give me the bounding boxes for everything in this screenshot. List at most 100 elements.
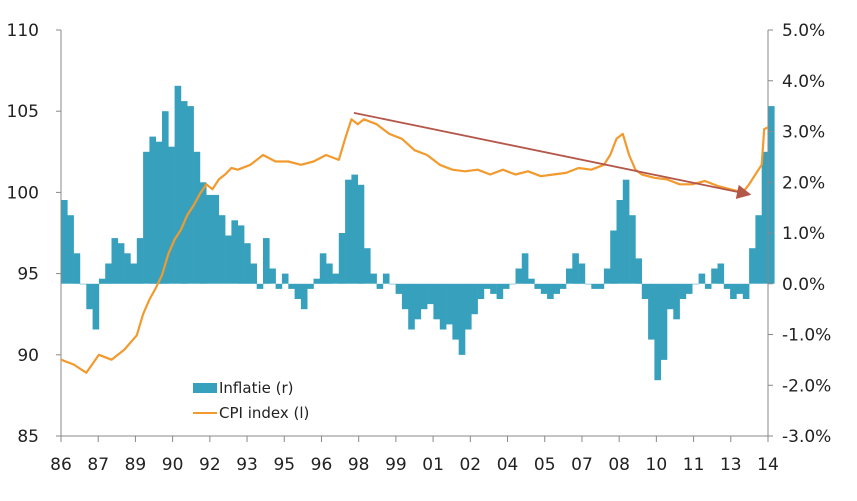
left-tick-label: 105	[7, 102, 39, 122]
inflation-bar	[622, 179, 630, 284]
x-tick-label: 86	[50, 455, 72, 475]
inflation-bar	[471, 283, 478, 315]
inflation-bar	[174, 85, 182, 284]
inflation-bar	[692, 283, 699, 285]
x-tick-label: 92	[199, 455, 221, 475]
inflation-bar	[414, 283, 422, 320]
inflation-bar	[439, 283, 447, 330]
inflation-bar	[149, 136, 156, 284]
right-tick-label: 3.0%	[782, 123, 825, 143]
inflation-bar	[98, 278, 106, 284]
inflation-bar	[679, 283, 687, 299]
x-tick-label: 05	[534, 455, 556, 475]
inflation-bar	[206, 194, 213, 284]
inflation-bar	[477, 283, 485, 299]
legend: Inflatie (r) CPI index (l)	[193, 379, 309, 422]
inflation-bar	[610, 230, 617, 284]
inflation-bar	[382, 273, 390, 284]
inflation-bar	[667, 283, 674, 310]
inflation-bar	[168, 146, 175, 284]
inflation-bar	[584, 283, 592, 285]
right-tick-label: 2.0%	[782, 173, 825, 193]
inflation-bar	[761, 151, 769, 284]
inflation-bar	[603, 268, 611, 284]
inflation-bar	[572, 253, 579, 284]
right-tick-label: 0.0%	[782, 275, 825, 295]
inflation-bar	[742, 283, 750, 299]
inflation-bar	[199, 182, 207, 284]
inflation-bar	[635, 258, 642, 284]
inflation-bar	[427, 283, 434, 305]
x-tick-label: 99	[385, 455, 407, 475]
inflation-bar	[136, 238, 144, 284]
inflation-bar	[465, 283, 472, 330]
axes: 859095100105110-3.0%-2.0%-1.0%0.0%1.0%2.…	[7, 21, 832, 475]
inflation-bar	[212, 194, 220, 284]
inflation-bar	[332, 273, 339, 284]
inflation-bar	[629, 215, 636, 284]
inflation-bar	[711, 268, 718, 284]
inflation-bar	[307, 283, 314, 289]
x-tick-label: 07	[571, 455, 593, 475]
inflation-bar	[92, 283, 100, 330]
x-tick-label: 14	[757, 455, 779, 475]
inflation-bar	[180, 101, 188, 284]
right-tick-label: -2.0%	[782, 376, 831, 396]
inflation-bar	[73, 253, 81, 284]
inflation-bar	[357, 184, 365, 284]
inflation-bar	[231, 220, 238, 284]
inflation-bar	[566, 268, 573, 284]
x-tick-label: 95	[273, 455, 295, 475]
inflation-bar	[364, 248, 371, 284]
inflation-bar	[433, 283, 440, 320]
inflation-bar	[244, 243, 251, 284]
inflation-bars	[61, 85, 775, 381]
inflation-bar	[237, 225, 245, 284]
inflation-bar	[578, 263, 586, 284]
inflation-bar	[660, 283, 668, 360]
inflation-bar	[698, 273, 706, 284]
inflation-bar	[155, 141, 163, 284]
inflation-bar	[300, 283, 308, 310]
inflation-bar	[490, 283, 497, 294]
inflation-bar	[730, 283, 737, 299]
inflation-bar	[528, 278, 535, 284]
x-tick-label: 11	[683, 455, 705, 475]
inflation-bar	[256, 283, 264, 289]
lines	[60, 111, 769, 374]
inflation-bar	[326, 263, 333, 284]
x-tick-label: 01	[422, 455, 444, 475]
inflation-bar	[509, 283, 516, 285]
inflation-bar	[641, 283, 649, 299]
x-tick-label: 04	[497, 455, 519, 475]
inflation-bar	[162, 111, 169, 284]
left-tick-label: 110	[7, 21, 39, 41]
inflation-bar	[521, 253, 529, 284]
inflation-bar	[717, 263, 725, 284]
inflation-bar	[61, 200, 68, 284]
legend-swatch-inflatie	[193, 383, 217, 393]
inflation-bar	[294, 283, 302, 299]
inflation-bar	[319, 253, 327, 284]
inflation-bar	[86, 283, 93, 310]
inflation-bar	[313, 278, 321, 284]
inflation-bar	[673, 283, 680, 320]
inflation-bar	[395, 283, 403, 294]
inflation-bar	[540, 283, 548, 294]
x-tick-label: 96	[311, 455, 333, 475]
inflation-bar	[654, 283, 661, 381]
inflation-bar	[345, 179, 352, 284]
inflation-bar	[446, 283, 453, 325]
inflation-bar	[275, 283, 283, 289]
right-tick-label: 5.0%	[782, 21, 825, 41]
inflation-bar	[559, 283, 567, 289]
inflation-bar	[370, 273, 377, 284]
inflation-bar	[143, 151, 150, 284]
x-tick-label: 87	[87, 455, 109, 475]
inflation-bar	[263, 238, 270, 284]
inflation-bar	[408, 283, 415, 330]
x-tick-label: 98	[348, 455, 370, 475]
left-tick-label: 95	[17, 265, 39, 285]
inflation-bar	[187, 106, 194, 284]
left-tick-label: 85	[17, 427, 39, 447]
